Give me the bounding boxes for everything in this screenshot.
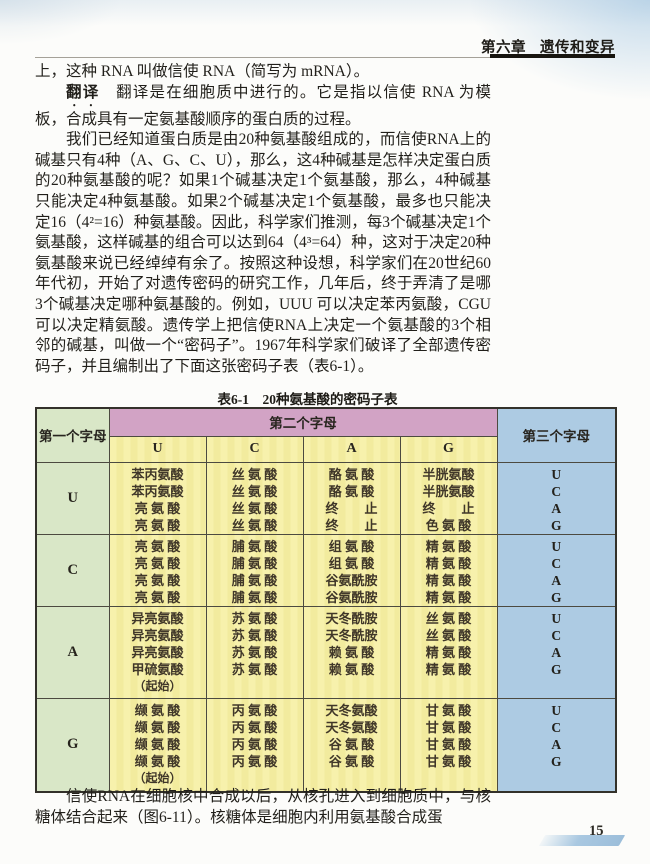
amino-cell: 丝 氨 酸 丝 氨 酸 丝 氨 酸 丝 氨 酸 [205, 461, 304, 535]
running-header: 第六章 遗传和变异 [0, 36, 615, 57]
amino-cell: 丝 氨 酸 丝 氨 酸 精 氨 酸 精 氨 酸 [399, 605, 498, 699]
first-letter-cell: G [35, 697, 110, 792]
amino-cell: 天冬氨酸 天冬氨酸 谷 氨 酸 谷 氨 酸 [302, 697, 401, 792]
first-letter-cell: C [35, 533, 110, 607]
table-block-C: C 亮 氨 酸 亮 氨 酸 亮 氨 酸 亮 氨 酸 脯 氨 酸 脯 氨 酸 脯 … [35, 533, 617, 607]
codon-table: 第一个字母 第二个字母 第三个字母 U C A G U 苯丙氨酸 苯丙氨酸 亮 … [35, 407, 617, 793]
amino-cell: 丙 氨 酸 丙 氨 酸 丙 氨 酸 丙 氨 酸 [205, 697, 304, 792]
paragraph-translation-text: 翻译是在细胞质中进行的。它是指以信使 RNA 为模板，合成具有一定氨基酸顺序的蛋… [35, 83, 491, 128]
header-third-letter: 第三个字母 [496, 407, 617, 463]
paragraph-ribosome: 信使RNA在细胞核中合成以后，从核孔进入到细胞质中，与核糖体结合起来（图6-11… [35, 788, 491, 826]
closing-text: 信使RNA在细胞核中合成以后，从核孔进入到细胞质中，与核糖体结合起来（图6-11… [35, 787, 491, 828]
amino-cell: 亮 氨 酸 亮 氨 酸 亮 氨 酸 亮 氨 酸 [108, 533, 207, 607]
third-letter-cell: U C A G [496, 533, 617, 607]
paragraph-translation: 翻译 翻译是在细胞质中进行的。它是指以信使 RNA 为模板，合成具有一定氨基酸顺… [35, 83, 491, 131]
amino-cell: 脯 氨 酸 脯 氨 酸 脯 氨 酸 脯 氨 酸 [205, 533, 304, 607]
amino-cell: 苏 氨 酸 苏 氨 酸 苏 氨 酸 苏 氨 酸 [205, 605, 304, 699]
table-block-A: A 异亮氨酸 异亮氨酸 异亮氨酸 甲硫氨酸 （起始） 苏 氨 酸 苏 氨 酸 苏… [35, 605, 617, 699]
term-translation: 翻译 [66, 83, 100, 101]
chapter-label: 第六章 [481, 40, 526, 56]
amino-cell: 异亮氨酸 异亮氨酸 异亮氨酸 甲硫氨酸 （起始） [108, 605, 207, 699]
header-first-letter: 第一个字母 [35, 407, 110, 463]
amino-cell: 苯丙氨酸 苯丙氨酸 亮 氨 酸 亮 氨 酸 [108, 461, 207, 535]
amino-cell: 酪 氨 酸 酪 氨 酸 终 止 终 止 [302, 461, 401, 535]
page-number-highlight [538, 835, 626, 846]
amino-cell: 半胱氨酸 半胱氨酸 终 止 色 氨 酸 [399, 461, 498, 535]
third-letter-cell: U C A G [496, 461, 617, 535]
second-letter-G: G [399, 435, 498, 463]
first-letter-cell: U [35, 461, 110, 535]
second-letter-U: U [108, 435, 207, 463]
body-text: 上，这种 RNA 叫做信使 RNA（简写为 mRNA）。 翻译 翻译是在细胞质中… [35, 62, 491, 377]
amino-cell: 组 氨 酸 组 氨 酸 谷氨酰胺 谷氨酰胺 [302, 533, 401, 607]
third-letter-cell: U C A G [496, 697, 617, 792]
table-header-row-1: 第一个字母 第二个字母 第三个字母 [35, 407, 617, 463]
paragraph-codon-discovery: 我们已经知道蛋白质是由20种氨基酸组成的，而信使RNA上的碱基只有4种（A、G、… [35, 131, 491, 375]
chapter-title: 遗传和变异 [540, 40, 615, 56]
page-number: 15 [589, 823, 604, 839]
amino-cell: 甘 氨 酸 甘 氨 酸 甘 氨 酸 甘 氨 酸 [399, 697, 498, 792]
second-letter-A: A [302, 435, 401, 463]
amino-cell: 精 氨 酸 精 氨 酸 精 氨 酸 精 氨 酸 [399, 533, 498, 607]
third-letter-cell: U C A G [496, 605, 617, 699]
paragraph-mrna: 上，这种 RNA 叫做信使 RNA（简写为 mRNA）。 [35, 63, 370, 80]
header-rule [35, 57, 615, 58]
amino-cell: 天冬酰胺 天冬酰胺 赖 氨 酸 赖 氨 酸 [302, 605, 401, 699]
table-block-U: U 苯丙氨酸 苯丙氨酸 亮 氨 酸 亮 氨 酸 丝 氨 酸 丝 氨 酸 丝 氨 … [35, 461, 617, 535]
table-header-row-2: U C A G [36, 435, 616, 463]
header-second-letter: 第二个字母 [108, 407, 498, 437]
table-block-G: G 缬 氨 酸 缬 氨 酸 缬 氨 酸 缬 氨 酸 （起始） 丙 氨 酸 丙 氨… [35, 697, 617, 792]
second-letter-C: C [205, 435, 304, 463]
start-codon-note: （起始） [133, 770, 182, 785]
amino-cell: 缬 氨 酸 缬 氨 酸 缬 氨 酸 缬 氨 酸 （起始） [108, 697, 207, 792]
header-rule-accent [490, 54, 615, 58]
table-caption: 表6-1 20种氨基酸的密码子表 [217, 392, 398, 407]
first-letter-cell: A [35, 605, 110, 699]
start-codon-note: （起始） [133, 678, 182, 693]
